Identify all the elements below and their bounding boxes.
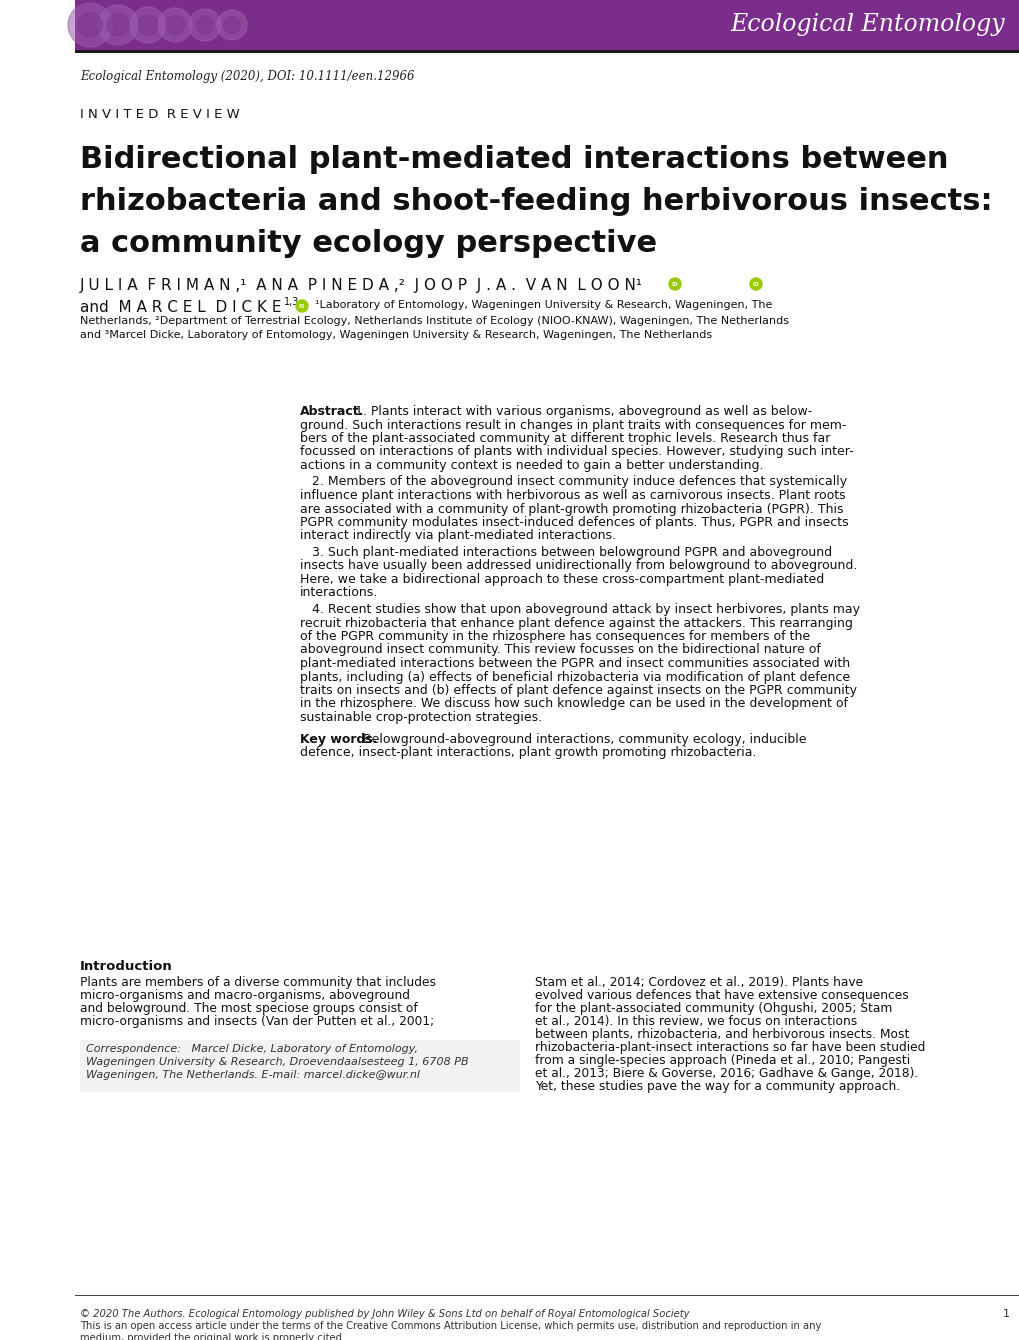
Text: bers of the plant-associated community at different trophic levels. Research thu: bers of the plant-associated community a…: [300, 431, 829, 445]
Text: rhizobacteria and shoot-feeding herbivorous insects:: rhizobacteria and shoot-feeding herbivor…: [79, 188, 991, 216]
Text: Bidirectional plant-mediated interactions between: Bidirectional plant-mediated interaction…: [79, 145, 948, 174]
Text: iD: iD: [752, 281, 758, 287]
Text: interact indirectly via plant-mediated interactions.: interact indirectly via plant-mediated i…: [300, 529, 615, 543]
Text: and belowground. The most speciose groups consist of: and belowground. The most speciose group…: [79, 1002, 418, 1014]
Circle shape: [77, 13, 102, 38]
Text: iD: iD: [672, 281, 678, 287]
Circle shape: [749, 277, 761, 289]
Text: insects have usually been addressed unidirectionally from belowground to abovegr: insects have usually been addressed unid…: [300, 560, 857, 572]
Text: 1. Plants interact with various organisms, aboveground as well as below-: 1. Plants interact with various organism…: [355, 405, 811, 418]
Circle shape: [107, 13, 128, 36]
Text: Wageningen, The Netherlands. E-mail: marcel.dicke@wur.nl: Wageningen, The Netherlands. E-mail: mar…: [86, 1071, 420, 1080]
Text: Wageningen University & Research, Droevendaalsesteeg 1, 6708 PB: Wageningen University & Research, Droeve…: [86, 1057, 468, 1067]
Text: 4. Recent studies show that upon aboveground attack by insect herbivores, plants: 4. Recent studies show that upon abovegr…: [300, 603, 859, 616]
Circle shape: [68, 3, 112, 47]
Circle shape: [223, 16, 240, 34]
Text: sustainable crop-protection strategies.: sustainable crop-protection strategies.: [300, 712, 541, 724]
Text: Ecological Entomology: Ecological Entomology: [730, 13, 1004, 36]
Text: Stam et al., 2014; Cordovez et al., 2019). Plants have: Stam et al., 2014; Cordovez et al., 2019…: [535, 976, 862, 989]
Text: Key words.: Key words.: [300, 733, 377, 745]
Text: medium, provided the original work is properly cited.: medium, provided the original work is pr…: [79, 1333, 344, 1340]
Bar: [75, 0, 1019, 50]
Circle shape: [158, 8, 192, 42]
Bar: [75, 50, 1019, 54]
Text: Ecological Entomology (2020), DOI: 10.1111/een.12966: Ecological Entomology (2020), DOI: 10.11…: [79, 70, 414, 83]
Text: from a single-species approach (Pineda et al., 2010; Pangesti: from a single-species approach (Pineda e…: [535, 1055, 909, 1067]
Text: This is an open access article under the terms of the Creative Commons Attributi: This is an open access article under the…: [79, 1321, 820, 1331]
Text: et al., 2013; Biere & Goverse, 2016; Gadhave & Gange, 2018).: et al., 2013; Biere & Goverse, 2016; Gad…: [535, 1067, 917, 1080]
Circle shape: [668, 277, 681, 289]
Circle shape: [196, 16, 214, 34]
Text: defence, insect-plant interactions, plant growth promoting rhizobacteria.: defence, insect-plant interactions, plan…: [300, 746, 756, 758]
Text: I N V I T E D  R E V I E W: I N V I T E D R E V I E W: [79, 109, 239, 121]
Text: interactions.: interactions.: [300, 587, 378, 599]
Text: of the PGPR community in the rhizosphere has consequences for members of the: of the PGPR community in the rhizosphere…: [300, 630, 809, 643]
Text: ground. Such interactions result in changes in plant traits with consequences fo: ground. Such interactions result in chan…: [300, 418, 846, 431]
Text: plants, including (a) effects of beneficial rhizobacteria via modification of pl: plants, including (a) effects of benefic…: [300, 670, 849, 683]
Circle shape: [129, 7, 166, 43]
Text: Here, we take a bidirectional approach to these cross-compartment plant-mediated: Here, we take a bidirectional approach t…: [300, 574, 823, 586]
Text: © 2020 The Authors. Ecological Entomology published by John Wiley & Sons Ltd on : © 2020 The Authors. Ecological Entomolog…: [79, 1309, 689, 1319]
Circle shape: [98, 5, 138, 46]
Text: 3. Such plant-mediated interactions between belowground PGPR and aboveground: 3. Such plant-mediated interactions betw…: [300, 545, 832, 559]
Text: Correspondence:   Marcel Dicke, Laboratory of Entomology,: Correspondence: Marcel Dicke, Laboratory…: [86, 1044, 418, 1055]
Text: J U L I A  F R I M A N ,¹  A N A  P I N E D A ,²  J O O P  J . A .  V A N  L O O: J U L I A F R I M A N ,¹ A N A P I N E D…: [79, 277, 642, 293]
Text: aboveground insect community. This review focusses on the bidirectional nature o: aboveground insect community. This revie…: [300, 643, 820, 657]
Text: Yet, these studies pave the way for a community approach.: Yet, these studies pave the way for a co…: [535, 1080, 899, 1093]
Text: Abstract.: Abstract.: [300, 405, 364, 418]
Text: and  M A R C E L  D I C K E: and M A R C E L D I C K E: [79, 300, 281, 315]
Text: 2. Members of the aboveground insect community induce defences that systemically: 2. Members of the aboveground insect com…: [300, 476, 847, 489]
Text: traits on insects and (b) effects of plant defence against insects on the PGPR c: traits on insects and (b) effects of pla…: [300, 683, 856, 697]
Text: iD: iD: [299, 303, 305, 308]
Circle shape: [138, 15, 158, 35]
Text: in the rhizosphere. We discuss how such knowledge can be used in the development: in the rhizosphere. We discuss how such …: [300, 698, 847, 710]
Text: Netherlands, ²Department of Terrestrial Ecology, Netherlands Institute of Ecolog: Netherlands, ²Department of Terrestrial …: [79, 316, 789, 326]
Text: PGPR community modulates insect-induced defences of plants. Thus, PGPR and insec: PGPR community modulates insect-induced …: [300, 516, 848, 529]
Circle shape: [189, 9, 221, 42]
Text: Belowground-aboveground interactions, community ecology, inducible: Belowground-aboveground interactions, co…: [363, 733, 806, 745]
Text: micro-organisms and insects (Van der Putten et al., 2001;: micro-organisms and insects (Van der Put…: [79, 1014, 434, 1028]
Circle shape: [165, 16, 184, 35]
Text: between plants, rhizobacteria, and herbivorous insects. Most: between plants, rhizobacteria, and herbi…: [535, 1028, 909, 1041]
Bar: [79, 1040, 520, 1092]
Circle shape: [217, 9, 247, 40]
Text: recruit rhizobacteria that enhance plant defence against the attackers. This rea: recruit rhizobacteria that enhance plant…: [300, 616, 852, 630]
Text: for the plant-associated community (Ohgushi, 2005; Stam: for the plant-associated community (Ohgu…: [535, 1002, 892, 1014]
Text: Plants are members of a diverse community that includes: Plants are members of a diverse communit…: [79, 976, 435, 989]
Text: plant-mediated interactions between the PGPR and insect communities associated w: plant-mediated interactions between the …: [300, 657, 849, 670]
Text: focussed on interactions of plants with individual species. However, studying su: focussed on interactions of plants with …: [300, 445, 853, 458]
Text: are associated with a community of plant-growth promoting rhizobacteria (PGPR). : are associated with a community of plant…: [300, 502, 843, 516]
Text: rhizobacteria-plant-insect interactions so far have been studied: rhizobacteria-plant-insect interactions …: [535, 1041, 924, 1055]
Text: actions in a community context is needed to gain a better understanding.: actions in a community context is needed…: [300, 460, 763, 472]
Text: and ³Marcel Dicke, Laboratory of Entomology, Wageningen University & Research, W: and ³Marcel Dicke, Laboratory of Entomol…: [79, 330, 711, 340]
Text: a community ecology perspective: a community ecology perspective: [79, 229, 656, 259]
Circle shape: [296, 300, 308, 312]
Text: evolved various defences that have extensive consequences: evolved various defences that have exten…: [535, 989, 908, 1002]
Text: 1,3: 1,3: [283, 297, 300, 307]
Text: 1: 1: [1002, 1309, 1009, 1319]
Text: Introduction: Introduction: [79, 959, 172, 973]
Text: influence plant interactions with herbivorous as well as carnivorous insects. Pl: influence plant interactions with herbiv…: [300, 489, 845, 502]
Text: et al., 2014). In this review, we focus on interactions: et al., 2014). In this review, we focus …: [535, 1014, 856, 1028]
Text: micro-organisms and macro-organisms, aboveground: micro-organisms and macro-organisms, abo…: [79, 989, 410, 1002]
Text: ¹Laboratory of Entomology, Wageningen University & Research, Wageningen, The: ¹Laboratory of Entomology, Wageningen Un…: [315, 300, 771, 310]
